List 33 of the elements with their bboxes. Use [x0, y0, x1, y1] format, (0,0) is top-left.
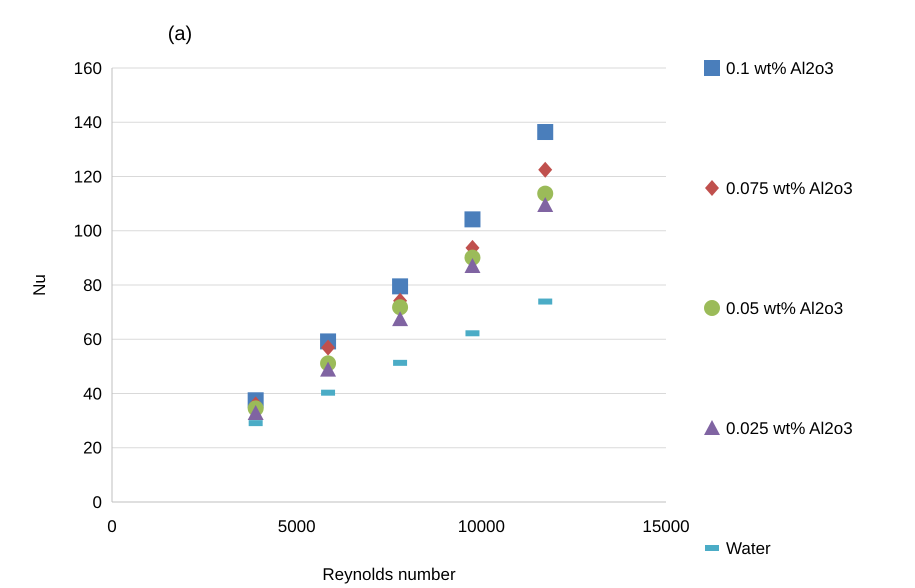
y-tick-label: 140: [74, 113, 102, 132]
x-tick-label: 15000: [642, 517, 690, 536]
point: [392, 311, 408, 326]
point: [464, 258, 480, 274]
x-tick-label: 5000: [278, 517, 316, 536]
y-tick-label: 40: [83, 384, 102, 404]
x-axis-title: Reynolds number: [322, 565, 456, 584]
legend-label: 0.1 wt% Al2o3: [726, 58, 834, 78]
x-tick-label: 0: [107, 517, 117, 536]
x-tick-label: 10000: [458, 517, 505, 536]
chart-title: (a): [168, 23, 192, 45]
point: [537, 186, 554, 202]
point: [392, 299, 408, 316]
y-tick-label: 120: [74, 167, 102, 186]
point: [248, 405, 264, 420]
legend-label: Water: [726, 538, 772, 558]
point: [537, 124, 554, 140]
point: [320, 362, 336, 377]
point: [464, 211, 480, 228]
point: [538, 162, 552, 178]
legend-label: 0.075 wt% Al2o3: [726, 178, 853, 198]
y-tick-label: 160: [74, 58, 102, 78]
legend-label: 0.05 wt% Al2o3: [726, 298, 844, 318]
y-tick-label: 100: [74, 222, 102, 241]
point: [392, 278, 408, 294]
point: [321, 340, 336, 356]
y-tick-label: 0: [92, 492, 102, 512]
y-tick-label: 60: [83, 330, 102, 350]
legend-label: 0.025 wt% Al2o3: [726, 418, 853, 438]
point: [537, 196, 554, 212]
y-axis-title: Nu: [30, 274, 49, 296]
y-tick-label: 20: [83, 438, 102, 458]
y-tick-label: 80: [83, 276, 102, 295]
